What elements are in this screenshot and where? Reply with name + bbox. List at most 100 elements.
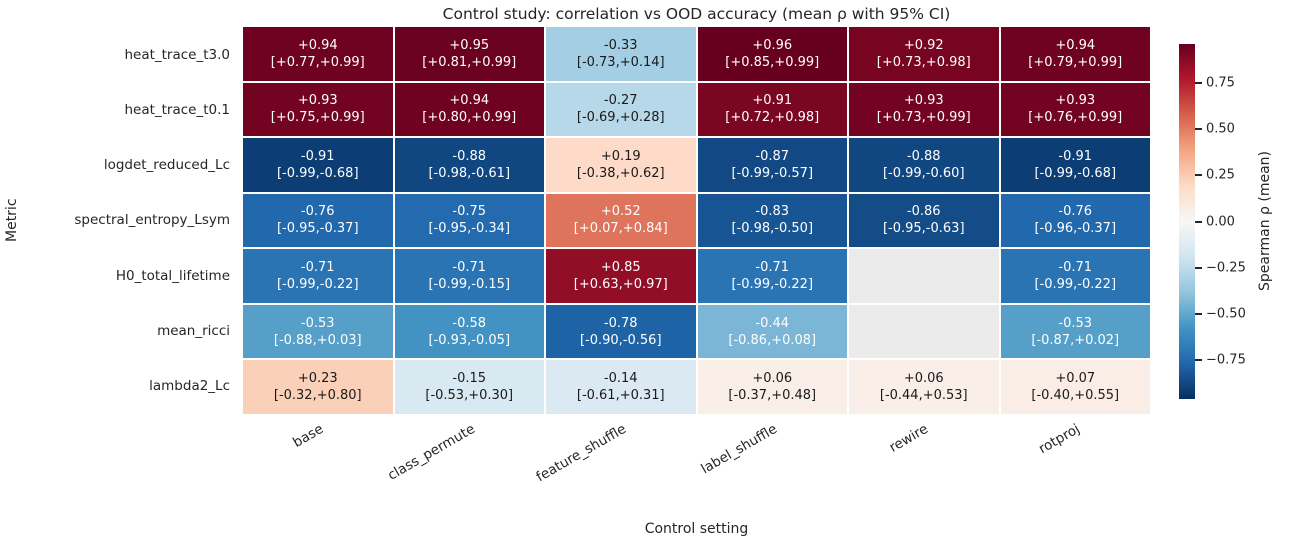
cell-mean-value: +0.93 [297, 93, 338, 109]
colorbar-tick-label: 0.50 [1206, 121, 1235, 137]
cell-confidence-interval: [-0.98,-0.50] [731, 221, 814, 237]
cell-mean-value: +0.95 [449, 37, 490, 53]
cell-confidence-interval: [-0.44,+0.53] [879, 388, 968, 404]
cell-mean-value: -0.88 [906, 148, 941, 164]
cell-confidence-interval: [-0.87,+0.02] [1031, 332, 1120, 348]
row-label: H0_total_lifetime [115, 267, 230, 284]
cell-mean-value: -0.71 [452, 260, 487, 276]
x-axis-label: Control setting [644, 521, 749, 537]
colorbar-tick-label: −0.50 [1206, 306, 1246, 322]
heatmap-cell: +0.85 [+0.63,+0.97] [546, 249, 696, 303]
heatmap-cell: +0.06 [-0.44,+0.53] [849, 360, 999, 414]
heatmap-cell: +0.95 [+0.81,+0.99] [394, 27, 544, 81]
heatmap-cell: +0.94 [+0.80,+0.99] [394, 82, 544, 137]
cell-mean-value: -0.83 [755, 204, 790, 220]
colorbar-tick-mark [1195, 128, 1202, 131]
cell-mean-value: +0.92 [903, 37, 944, 53]
heatmap-cell [849, 249, 999, 303]
cell-confidence-interval: [-0.96,-0.37] [1034, 221, 1117, 237]
heatmap-cell: +0.91 [+0.72,+0.98] [697, 82, 847, 137]
cell-confidence-interval: [-0.99,-0.22] [731, 277, 814, 293]
heatmap-cell: -0.83 [-0.98,-0.50] [697, 193, 847, 248]
cell-confidence-interval: [+0.73,+0.99] [876, 110, 971, 126]
cell-confidence-interval: [-0.95,-0.37] [276, 221, 359, 237]
cell-mean-value: +0.06 [903, 371, 944, 387]
col-label: rotproj [1035, 421, 1083, 458]
heatmap-cell: -0.78 [-0.90,-0.56] [546, 304, 696, 359]
cell-mean-value: +0.23 [297, 371, 338, 387]
row-label: heat_trace_t3.0 [124, 46, 230, 63]
cell-confidence-interval: [-0.37,+0.48] [728, 388, 817, 404]
cell-confidence-interval: [+0.63,+0.97] [573, 277, 668, 293]
cell-confidence-interval: [-0.73,+0.14] [576, 54, 665, 70]
row-label: lambda2_Lc [149, 378, 230, 395]
cell-mean-value: -0.88 [452, 148, 487, 164]
y-axis-tick-labels: heat_trace_t3.0 heat_trace_t0.1 logdet_red… [0, 27, 236, 414]
cell-confidence-interval: [-0.98,-0.61] [428, 165, 511, 181]
cell-mean-value: -0.53 [300, 315, 335, 331]
cell-confidence-interval: [-0.93,-0.05] [428, 332, 511, 348]
heatmap-cell: -0.71 [-0.99,-0.22] [243, 249, 393, 303]
colorbar-tick-mark [1195, 312, 1202, 315]
cell-mean-value: -0.76 [300, 204, 335, 220]
heatmap-cell: -0.27 [-0.69,+0.28] [546, 82, 696, 137]
heatmap-cell: +0.94 [+0.79,+0.99] [1000, 27, 1150, 81]
heatmap-cell: -0.53 [-0.88,+0.03] [243, 304, 393, 359]
cell-mean-value: -0.71 [755, 260, 790, 276]
cell-mean-value: +0.94 [1055, 37, 1096, 53]
heatmap-cell: -0.58 [-0.93,-0.05] [394, 304, 544, 359]
heatmap-cell: -0.71 [-0.99,-0.22] [1000, 249, 1150, 303]
cell-mean-value: +0.06 [752, 371, 793, 387]
cell-mean-value: -0.33 [603, 37, 638, 53]
cell-mean-value: +0.91 [752, 93, 793, 109]
cell-mean-value: -0.91 [1058, 148, 1093, 164]
col-label: feature_shuffle [533, 421, 629, 486]
col-label: class_permute [385, 421, 478, 484]
heatmap-cell: -0.76 [-0.96,-0.37] [1000, 193, 1150, 248]
cell-mean-value: +0.94 [449, 93, 490, 109]
cell-confidence-interval: [-0.38,+0.62] [576, 165, 665, 181]
cell-mean-value: +0.07 [1055, 371, 1096, 387]
cell-confidence-interval: [-0.90,-0.56] [579, 332, 662, 348]
heatmap-cell: -0.91 [-0.99,-0.68] [1000, 138, 1150, 192]
heatmap-cell: +0.07 [-0.40,+0.55] [1000, 360, 1150, 414]
cell-confidence-interval: [+0.73,+0.98] [876, 54, 971, 70]
heatmap-cell: -0.86 [-0.95,-0.63] [849, 193, 999, 248]
cell-confidence-interval: [+0.76,+0.99] [1028, 110, 1123, 126]
cell-confidence-interval: [-0.40,+0.55] [1031, 388, 1120, 404]
cell-confidence-interval: [-0.99,-0.68] [1034, 165, 1117, 181]
cell-confidence-interval: [+0.81,+0.99] [422, 54, 517, 70]
heatmap-cell: +0.93 [+0.73,+0.99] [849, 82, 999, 137]
chart-title: Control study: correlation vs OOD accura… [442, 5, 951, 23]
cell-mean-value: -0.58 [452, 315, 487, 331]
col-label: base [290, 421, 327, 451]
heatmap-cell: -0.71 [-0.99,-0.15] [394, 249, 544, 303]
cell-confidence-interval: [-0.99,-0.60] [882, 165, 965, 181]
colorbar-label: Spearman ρ (mean) [1257, 151, 1273, 292]
cell-mean-value: -0.75 [452, 204, 487, 220]
row-label: heat_trace_t0.1 [124, 101, 230, 118]
heatmap-cell: -0.76 [-0.95,-0.37] [243, 193, 393, 248]
colorbar-tick-label: −0.75 [1206, 352, 1246, 368]
heatmap-cell: -0.71 [-0.99,-0.22] [697, 249, 847, 303]
col-label: rewire [886, 421, 932, 456]
row-label: logdet_reduced_Lc [103, 157, 230, 174]
col-label: label_shuffle [698, 421, 781, 478]
colorbar-tick-label: −0.25 [1206, 260, 1246, 276]
heatmap-cell: -0.88 [-0.98,-0.61] [394, 138, 544, 192]
heatmap-cell: -0.75 [-0.95,-0.34] [394, 193, 544, 248]
heatmap-cell: +0.96 [+0.85,+0.99] [697, 27, 847, 81]
cell-confidence-interval: [+0.85,+0.99] [725, 54, 820, 70]
cell-mean-value: -0.44 [755, 315, 790, 331]
cell-mean-value: -0.27 [603, 93, 638, 109]
cell-confidence-interval: [+0.75,+0.99] [270, 110, 365, 126]
colorbar-tick-mark [1195, 174, 1202, 177]
row-label: mean_ricci [157, 323, 230, 340]
cell-confidence-interval: [-0.32,+0.80] [273, 388, 362, 404]
heatmap-cell: +0.93 [+0.75,+0.99] [243, 82, 393, 137]
cell-confidence-interval: [-0.99,-0.57] [731, 165, 814, 181]
heatmap-cell: -0.88 [-0.99,-0.60] [849, 138, 999, 192]
cell-confidence-interval: [-0.99,-0.15] [428, 277, 511, 293]
heatmap-cell: +0.94 [+0.77,+0.99] [243, 27, 393, 81]
